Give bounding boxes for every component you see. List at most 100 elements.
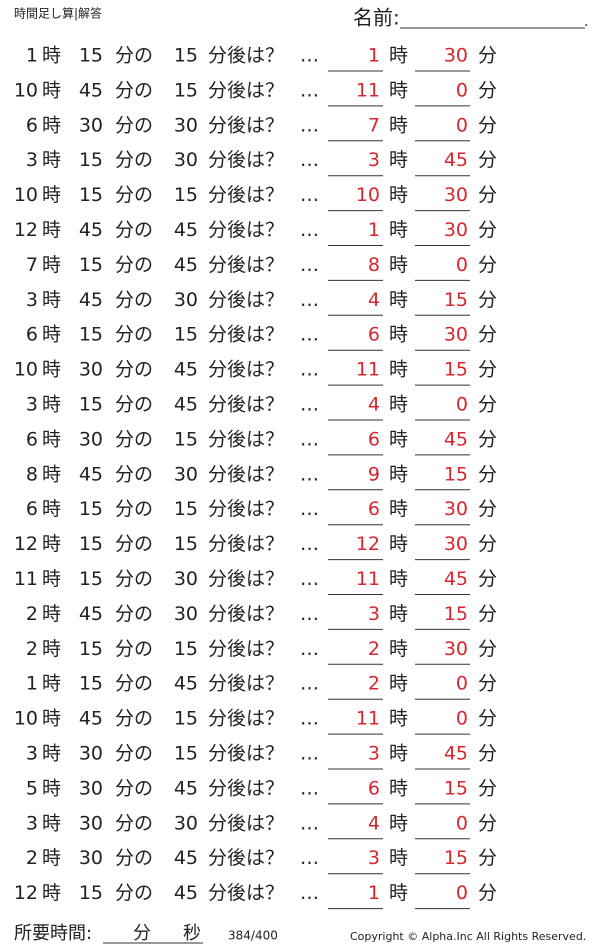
minute: 30 bbox=[79, 428, 103, 450]
hour: 8 bbox=[26, 463, 38, 485]
minute-of: 分の bbox=[115, 673, 153, 695]
minute: 15 bbox=[79, 498, 103, 520]
answer-hour-unit: 時 bbox=[389, 219, 408, 241]
minute-of: 分の bbox=[115, 79, 153, 101]
later: 分後は？ bbox=[208, 219, 284, 241]
hour: 10 bbox=[14, 708, 38, 730]
minute: 45 bbox=[79, 219, 103, 241]
hour-unit: 時 bbox=[42, 638, 61, 660]
minute: 45 bbox=[79, 708, 103, 730]
answer-hour: 1 bbox=[368, 219, 380, 241]
answer-minute: 15 bbox=[444, 463, 468, 485]
answer-hour-unit: 時 bbox=[389, 114, 408, 136]
minute-of: 分の bbox=[115, 812, 153, 834]
minute: 15 bbox=[79, 882, 103, 904]
minute: 15 bbox=[79, 568, 103, 590]
time-minute: 分 bbox=[133, 923, 151, 944]
later: 分後は？ bbox=[208, 184, 284, 206]
answer-hour: 6 bbox=[368, 324, 380, 346]
minute: 15 bbox=[79, 394, 103, 416]
answer-hour-unit: 時 bbox=[389, 79, 408, 101]
ellipsis: … bbox=[300, 847, 319, 869]
ellipsis: … bbox=[300, 324, 319, 346]
answer-hour: 3 bbox=[368, 603, 380, 625]
minute-of: 分の bbox=[115, 428, 153, 450]
answer-minute-unit: 分 bbox=[478, 743, 497, 765]
time-second: 秒 bbox=[183, 923, 201, 944]
minute-of: 分の bbox=[115, 603, 153, 625]
minute-of: 分の bbox=[115, 289, 153, 311]
answer-minute: 45 bbox=[444, 428, 468, 450]
answer-hour: 1 bbox=[368, 882, 380, 904]
answer-hour: 2 bbox=[368, 673, 380, 695]
add: 45 bbox=[174, 847, 198, 869]
minute-of: 分の bbox=[115, 533, 153, 555]
later: 分後は？ bbox=[208, 882, 284, 904]
answer-hour: 7 bbox=[368, 114, 380, 136]
hour: 7 bbox=[26, 254, 38, 276]
hour: 3 bbox=[26, 743, 38, 765]
hour-unit: 時 bbox=[42, 184, 61, 206]
answer-hour: 3 bbox=[368, 743, 380, 765]
add: 45 bbox=[174, 219, 198, 241]
answer-hour: 8 bbox=[368, 254, 380, 276]
minute-of: 分の bbox=[115, 359, 153, 381]
minute: 30 bbox=[79, 359, 103, 381]
hour: 10 bbox=[14, 359, 38, 381]
minute: 30 bbox=[79, 847, 103, 869]
ellipsis: … bbox=[300, 533, 319, 555]
answer-minute: 15 bbox=[444, 289, 468, 311]
answer-hour-unit: 時 bbox=[389, 568, 408, 590]
hour: 3 bbox=[26, 149, 38, 171]
ellipsis: … bbox=[300, 882, 319, 904]
answer-minute: 0 bbox=[456, 114, 468, 136]
answer-minute: 30 bbox=[444, 324, 468, 346]
copyright: Copyright © Alpha.Inc All Rights Reserve… bbox=[350, 930, 586, 943]
answer-minute: 0 bbox=[456, 254, 468, 276]
ellipsis: … bbox=[300, 184, 319, 206]
ellipsis: … bbox=[300, 638, 319, 660]
answer-minute-unit: 分 bbox=[478, 45, 497, 67]
answer-hour-unit: 時 bbox=[389, 184, 408, 206]
answer-minute-unit: 分 bbox=[478, 777, 497, 799]
answer-minute-unit: 分 bbox=[478, 533, 497, 555]
answer-hour: 11 bbox=[356, 79, 380, 101]
answer-minute-unit: 分 bbox=[478, 882, 497, 904]
hour: 3 bbox=[26, 289, 38, 311]
add: 30 bbox=[174, 289, 198, 311]
add: 30 bbox=[174, 812, 198, 834]
answer-minute: 45 bbox=[444, 568, 468, 590]
hour-unit: 時 bbox=[42, 882, 61, 904]
hour-unit: 時 bbox=[42, 359, 61, 381]
answer-hour-unit: 時 bbox=[389, 428, 408, 450]
minute: 15 bbox=[79, 324, 103, 346]
ellipsis: … bbox=[300, 812, 319, 834]
minute-of: 分の bbox=[115, 498, 153, 520]
answer-hour-unit: 時 bbox=[389, 708, 408, 730]
add: 30 bbox=[174, 603, 198, 625]
score: 384/400 bbox=[228, 929, 278, 943]
add: 30 bbox=[174, 114, 198, 136]
add: 15 bbox=[174, 45, 198, 67]
answer-hour-unit: 時 bbox=[389, 777, 408, 799]
later: 分後は？ bbox=[208, 812, 284, 834]
answer-hour: 3 bbox=[368, 149, 380, 171]
answer-hour-unit: 時 bbox=[389, 289, 408, 311]
later: 分後は？ bbox=[208, 149, 284, 171]
minute: 15 bbox=[79, 254, 103, 276]
hour: 5 bbox=[26, 777, 38, 799]
later: 分後は？ bbox=[208, 603, 284, 625]
answer-minute-unit: 分 bbox=[478, 289, 497, 311]
later: 分後は？ bbox=[208, 254, 284, 276]
answer-hour-unit: 時 bbox=[389, 603, 408, 625]
hour-unit: 時 bbox=[42, 219, 61, 241]
hour: 11 bbox=[14, 568, 38, 590]
answer-minute-unit: 分 bbox=[478, 79, 497, 101]
add: 45 bbox=[174, 254, 198, 276]
ellipsis: … bbox=[300, 254, 319, 276]
ellipsis: … bbox=[300, 498, 319, 520]
add: 15 bbox=[174, 638, 198, 660]
answer-minute: 30 bbox=[444, 498, 468, 520]
minute: 30 bbox=[79, 743, 103, 765]
